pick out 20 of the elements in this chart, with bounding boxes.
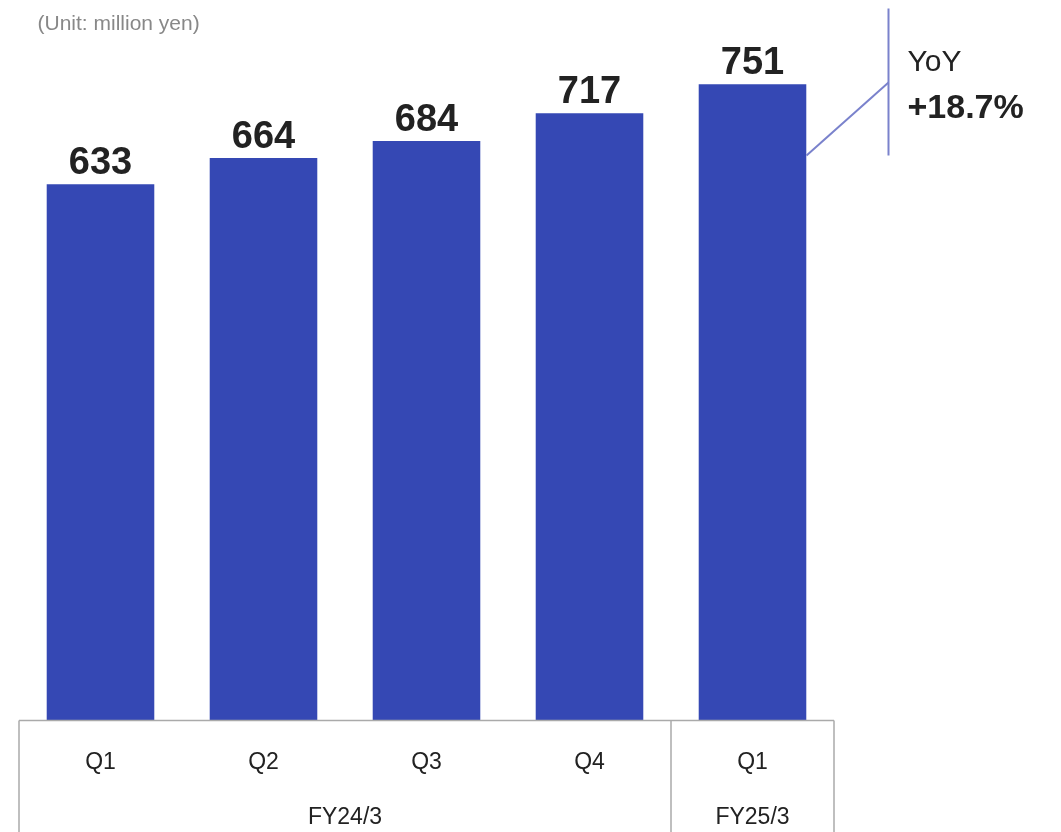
bar (372, 141, 481, 721)
bar (698, 84, 807, 721)
data-label: 684 (394, 96, 459, 139)
text: FY24/3 (307, 802, 383, 829)
text: FY25/3 (715, 802, 790, 829)
x-tick-label: Q4 (574, 747, 606, 774)
x-tick-label: Q1 (85, 747, 116, 774)
bar (46, 184, 155, 721)
data-label: 717 (557, 68, 622, 111)
x-tick-label: Q3 (411, 747, 442, 774)
data-label: 633 (68, 140, 133, 183)
bar (209, 158, 318, 721)
data-label: 664 (231, 113, 296, 156)
bar (535, 113, 644, 721)
text: +18.7% (907, 86, 1024, 125)
text: YoY (907, 44, 962, 77)
annotation: (Unit: million yen) (37, 11, 200, 34)
x-tick-label: Q2 (248, 747, 279, 774)
data-label: 751 (720, 40, 785, 83)
x-tick-label: Q1 (737, 747, 768, 774)
